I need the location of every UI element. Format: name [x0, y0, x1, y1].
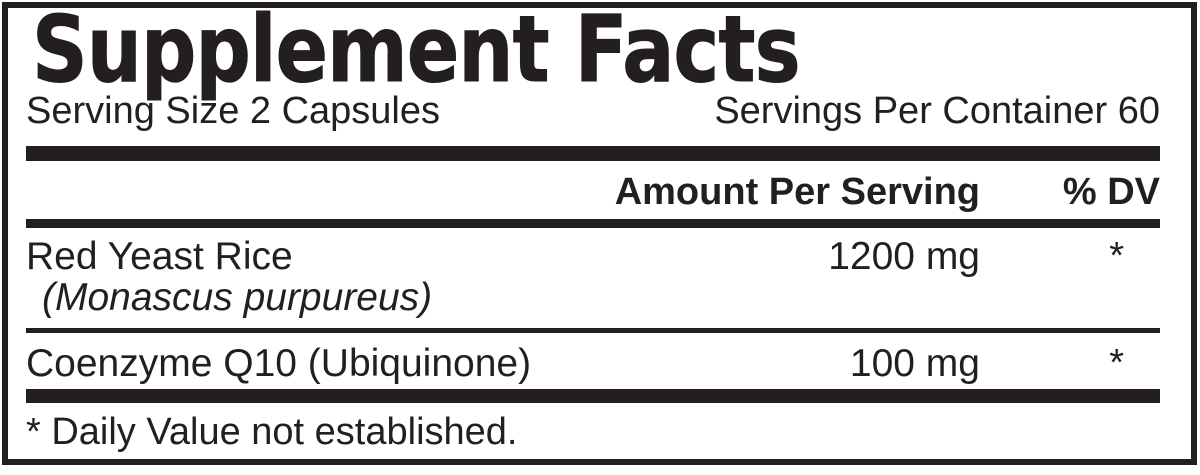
- footnote: * Daily Value not established.: [26, 411, 518, 453]
- serving-size-text: Serving Size 2 Capsules: [26, 90, 440, 132]
- divider-under-header: [26, 219, 1160, 228]
- ingredient-amount: 1200 mg: [828, 235, 980, 278]
- divider-heavy-bottom: [26, 389, 1160, 403]
- ingredient-name-cell: Coenzyme Q10 (Ubiquinone): [26, 344, 850, 383]
- ingredient-dv-asterisk: *: [1109, 342, 1124, 384]
- ingredient-name-cell: Red Yeast Rice (Monascus purpureus): [26, 237, 828, 317]
- supplement-facts-panel: Supplement Facts Serving Size 2 Capsules…: [2, 2, 1197, 465]
- serving-info-row: Serving Size 2 Capsules Servings Per Con…: [26, 91, 1160, 132]
- ingredient-dv-asterisk: *: [1109, 235, 1124, 277]
- amount-per-serving-header: Amount Per Serving: [614, 171, 980, 213]
- ingredient-name: Red Yeast Rice: [26, 235, 293, 278]
- ingredient-amount: 100 mg: [849, 342, 980, 385]
- percent-dv-header: % DV: [1062, 171, 1160, 213]
- panel-title: Supplement Facts: [32, 2, 801, 103]
- ingredient-row-red-yeast-rice: Red Yeast Rice (Monascus purpureus) 1200…: [26, 228, 1160, 318]
- ingredient-row-coenzyme-q10: Coenzyme Q10 (Ubiquinone) 100 mg *: [26, 333, 1160, 385]
- ingredient-botanical-name: (Monascus purpureus): [42, 276, 433, 319]
- servings-per-container-text: Servings Per Container 60: [714, 90, 1160, 132]
- column-header-row: Amount Per Serving % DV: [26, 170, 1160, 214]
- divider-thin: [26, 328, 1160, 333]
- divider-heavy-top: [26, 146, 1160, 161]
- ingredient-name: Coenzyme Q10 (Ubiquinone): [26, 342, 532, 385]
